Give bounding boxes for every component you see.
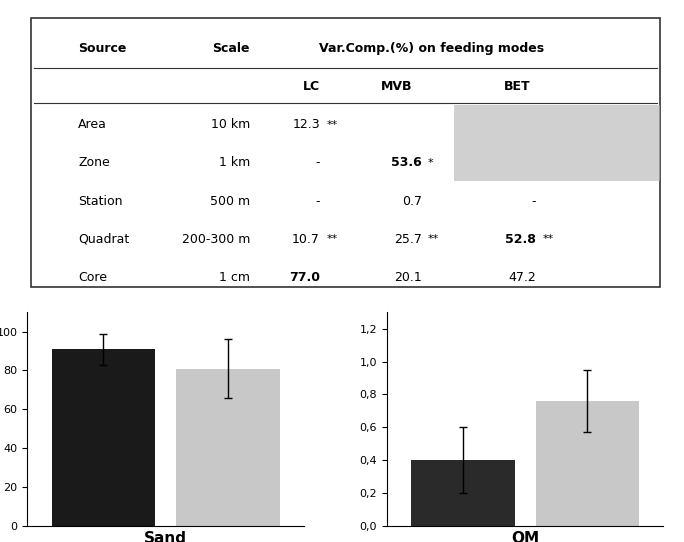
Text: Core: Core xyxy=(78,270,107,283)
Text: 53.6: 53.6 xyxy=(391,157,422,170)
Bar xyxy=(411,460,515,526)
Text: **: ** xyxy=(542,234,554,244)
Text: Station: Station xyxy=(78,195,122,208)
Text: 47.2: 47.2 xyxy=(508,270,536,283)
FancyBboxPatch shape xyxy=(31,18,660,287)
Text: **: ** xyxy=(326,120,338,130)
Text: -: - xyxy=(315,157,320,170)
Text: Source: Source xyxy=(78,42,127,55)
Text: **: ** xyxy=(428,234,439,244)
Text: 500 m: 500 m xyxy=(210,195,250,208)
Text: 77.0: 77.0 xyxy=(289,270,320,283)
Bar xyxy=(51,349,155,526)
Text: 12.3: 12.3 xyxy=(292,119,320,132)
Bar xyxy=(536,401,640,526)
Text: 0.7: 0.7 xyxy=(402,195,422,208)
Text: 10.7: 10.7 xyxy=(292,233,320,246)
Text: 200-300 m: 200-300 m xyxy=(182,233,250,246)
Text: 1 km: 1 km xyxy=(219,157,250,170)
Text: Zone: Zone xyxy=(78,157,110,170)
Text: Scale: Scale xyxy=(213,42,250,55)
Text: -: - xyxy=(315,195,320,208)
FancyBboxPatch shape xyxy=(453,143,660,180)
Text: 10 km: 10 km xyxy=(211,119,250,132)
Text: -: - xyxy=(531,195,536,208)
Text: LC: LC xyxy=(303,80,320,93)
Text: BET: BET xyxy=(504,80,531,93)
FancyBboxPatch shape xyxy=(453,105,660,143)
Text: Area: Area xyxy=(78,119,107,132)
Text: Quadrat: Quadrat xyxy=(78,233,129,246)
Bar xyxy=(176,369,280,526)
Text: Var.Comp.(%) on feeding modes: Var.Comp.(%) on feeding modes xyxy=(319,42,544,55)
Text: 25.7: 25.7 xyxy=(394,233,422,246)
Text: 52.8: 52.8 xyxy=(505,233,536,246)
Text: **: ** xyxy=(326,234,338,244)
Text: MVB: MVB xyxy=(380,80,412,93)
Text: *: * xyxy=(428,158,434,168)
Text: 20.1: 20.1 xyxy=(394,270,422,283)
Text: 1 cm: 1 cm xyxy=(219,270,250,283)
